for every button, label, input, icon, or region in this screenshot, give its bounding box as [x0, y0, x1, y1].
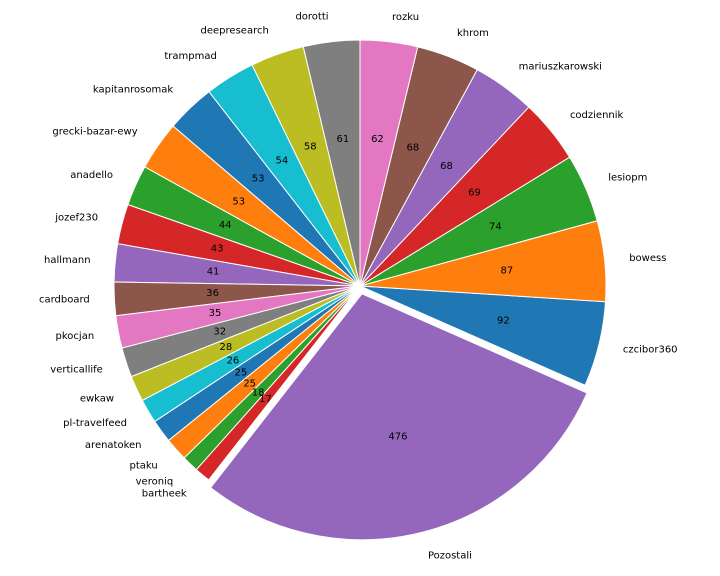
slice-label-verticallife: verticallife — [50, 365, 103, 376]
value-label-mariuszkarowski: 68 — [440, 161, 453, 172]
slice-label-khrom: khrom — [457, 28, 489, 39]
value-label-ptaku: 25 — [243, 379, 256, 390]
slice-label-bowess: bowess — [629, 253, 666, 264]
value-label-trampmad: 54 — [276, 155, 289, 166]
slice-label-pl-travelfeed: pl-travelfeed — [63, 418, 127, 429]
pie-slice-bartheek — [195, 285, 361, 481]
value-label-czcibor360: 92 — [497, 316, 510, 327]
value-label-verticallife: 32 — [213, 326, 226, 337]
value-label-codziennik: 69 — [468, 187, 481, 198]
pie-slice-pozostali — [209, 293, 588, 541]
slice-label-czcibor360: czcibor360 — [623, 345, 678, 356]
pie-slices — [113, 39, 607, 541]
slice-label-pozostali: Pozostali — [428, 551, 472, 562]
value-label-hallmann: 41 — [207, 267, 220, 278]
value-label-rozku: 62 — [371, 134, 384, 145]
pie-slice-rozku — [359, 39, 419, 287]
value-label-veroniq: 18 — [252, 387, 265, 398]
slice-label-grecki-bazar-ewy: grecki-bazar-ewy — [52, 126, 137, 137]
slice-label-dorotti: dorotti — [295, 12, 328, 23]
value-label-bowess: 87 — [500, 265, 513, 276]
slice-label-jozef230: jozef230 — [54, 212, 98, 223]
slice-label-pkocjan: pkocjan — [56, 331, 95, 342]
slice-label-hallmann: hallmann — [44, 255, 91, 266]
value-label-deepresearch: 58 — [304, 142, 317, 153]
slice-label-ptaku: ptaku — [130, 460, 158, 471]
slice-labels: dorotti deepresearch trampmad kapitanrosoma… — [39, 12, 678, 562]
slice-label-kapitanrosomak: kapitanrosomak — [93, 85, 173, 96]
value-label-pl-travelfeed: 26 — [227, 356, 240, 367]
slice-label-cardboard: cardboard — [39, 295, 90, 306]
value-label-grecki-bazar-ewy: 53 — [232, 196, 245, 207]
slice-label-anadello: anadello — [70, 170, 113, 181]
value-label-arenatoken: 25 — [234, 368, 247, 379]
slice-label-bartheek: bartheek — [142, 488, 187, 499]
value-label-khrom: 68 — [407, 143, 420, 154]
value-labels: 6158545353444341363532282625251817476928… — [206, 134, 513, 443]
value-label-jozef230: 43 — [211, 243, 224, 254]
slice-label-mariuszkarowski: mariuszkarowski — [519, 61, 602, 72]
value-label-anadello: 44 — [219, 220, 232, 231]
value-label-dorotti: 61 — [336, 134, 349, 145]
slice-label-deepresearch: deepresearch — [201, 26, 269, 37]
slice-label-ewkaw: ewkaw — [80, 393, 114, 404]
slice-label-trampmad: trampmad — [164, 51, 216, 62]
value-label-lesiopm: 74 — [489, 222, 502, 233]
value-label-pkocjan: 35 — [209, 308, 222, 319]
value-label-cardboard: 36 — [206, 288, 219, 299]
value-label-bartheek: 17 — [259, 394, 272, 405]
value-label-ewkaw: 28 — [220, 342, 233, 353]
slice-label-codziennik: codziennik — [570, 110, 624, 121]
slice-label-rozku: rozku — [392, 12, 419, 23]
value-label-kapitanrosomak: 53 — [252, 174, 265, 185]
slice-label-veroniq: veroniq — [136, 476, 174, 487]
slice-label-lesiopm: lesiopm — [608, 173, 647, 184]
value-label-pozostali: 476 — [388, 431, 407, 442]
slice-label-arenatoken: arenatoken — [85, 440, 142, 451]
